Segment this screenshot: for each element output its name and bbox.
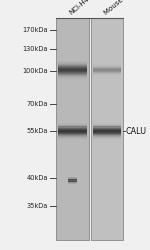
Bar	[58, 127, 87, 128]
Bar	[58, 129, 87, 130]
Bar	[58, 130, 87, 131]
Text: Mouse lung: Mouse lung	[103, 0, 138, 16]
Bar	[58, 79, 87, 80]
Bar	[58, 136, 87, 137]
Bar	[93, 136, 121, 137]
Bar	[58, 61, 87, 62]
Bar	[58, 131, 87, 132]
Text: 55kDa: 55kDa	[27, 128, 48, 134]
Bar	[58, 73, 87, 74]
Bar	[93, 129, 121, 130]
Bar	[58, 123, 87, 124]
Bar	[93, 128, 121, 129]
Bar	[58, 139, 87, 140]
Bar	[58, 134, 87, 135]
Bar	[58, 131, 87, 132]
Bar	[58, 133, 87, 134]
Bar	[58, 72, 87, 73]
Bar	[58, 135, 87, 136]
Bar	[93, 124, 121, 125]
Bar	[58, 126, 87, 127]
Bar	[58, 71, 87, 72]
Bar	[93, 131, 121, 132]
Bar	[58, 69, 87, 70]
Bar	[93, 123, 121, 124]
Bar	[58, 64, 87, 65]
Bar	[93, 126, 121, 127]
Bar	[58, 68, 87, 69]
Bar	[58, 78, 87, 79]
Bar	[93, 134, 121, 135]
Text: 35kDa: 35kDa	[27, 203, 48, 209]
Bar	[58, 132, 87, 133]
Bar	[93, 130, 121, 131]
Bar	[58, 62, 87, 63]
Bar	[58, 125, 87, 126]
Bar	[58, 138, 87, 139]
Text: 130kDa: 130kDa	[22, 46, 48, 52]
Bar	[93, 132, 121, 133]
Bar	[58, 70, 87, 71]
Bar	[58, 66, 87, 67]
Bar	[93, 134, 121, 135]
Bar	[58, 74, 87, 75]
Bar	[58, 134, 87, 135]
Bar	[58, 76, 87, 77]
Bar	[93, 131, 121, 132]
Text: 100kDa: 100kDa	[22, 68, 48, 74]
Text: 170kDa: 170kDa	[22, 27, 48, 33]
Bar	[58, 63, 87, 64]
Text: 70kDa: 70kDa	[27, 101, 48, 107]
Bar	[93, 138, 121, 139]
Text: 40kDa: 40kDa	[27, 174, 48, 180]
Bar	[58, 77, 87, 78]
Bar	[58, 137, 87, 138]
Bar	[91, 18, 123, 240]
Bar	[58, 128, 87, 129]
Bar	[93, 133, 121, 134]
Bar	[93, 127, 121, 128]
Text: CALU: CALU	[125, 127, 146, 136]
Bar	[58, 65, 87, 66]
Text: NCI-H460: NCI-H460	[69, 0, 98, 16]
Bar	[58, 124, 87, 125]
Bar	[58, 75, 87, 76]
Bar	[93, 135, 121, 136]
Bar	[58, 67, 87, 68]
Bar	[93, 139, 121, 140]
Bar	[56, 18, 88, 240]
Bar	[93, 125, 121, 126]
Bar	[93, 137, 121, 138]
